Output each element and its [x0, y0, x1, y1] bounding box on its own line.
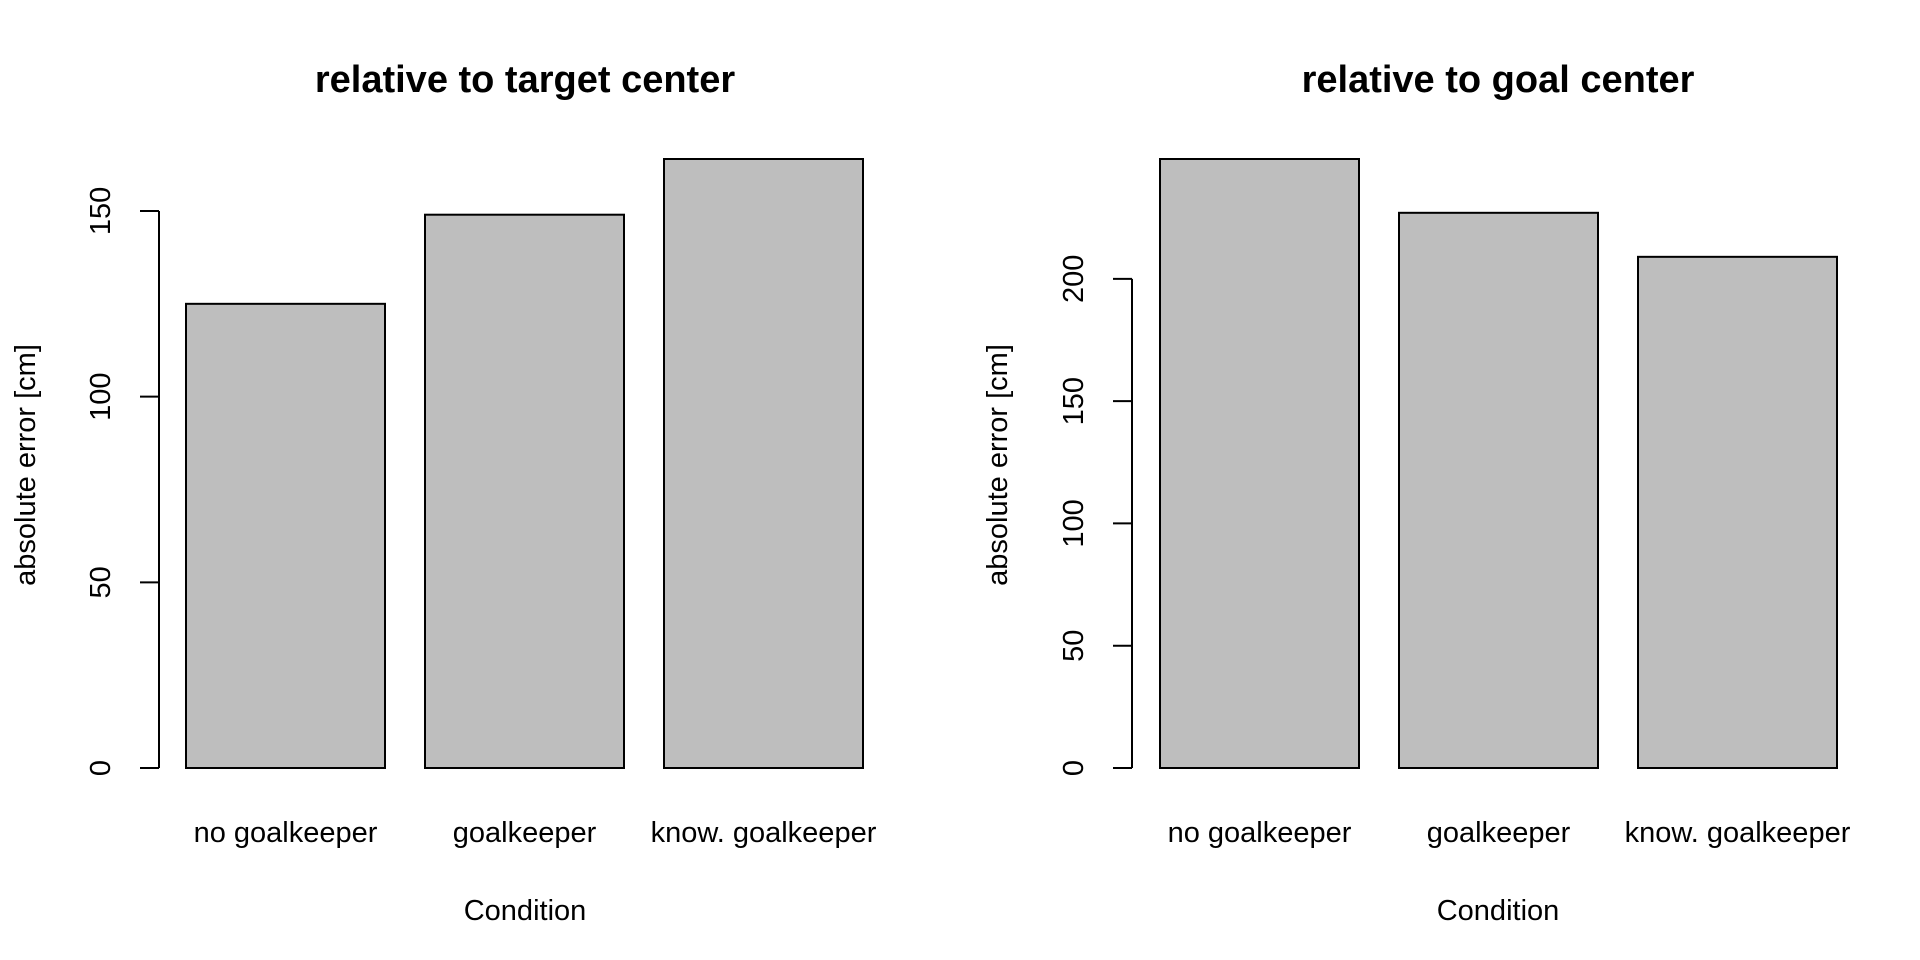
y-axis: 0 50 100 150 200	[1058, 255, 1133, 776]
y-tick-label: 150	[1058, 377, 1090, 425]
x-tick-label: goalkeeper	[1427, 817, 1571, 849]
bar-goalkeeper	[424, 213, 625, 769]
x-tick-label: no goalkeeper	[194, 817, 378, 849]
y-axis: 0 50 100 150	[85, 187, 160, 776]
x-tick-labels: no goalkeeper goalkeeper know. goalkeeper	[194, 817, 877, 849]
x-tick-label: goalkeeper	[453, 817, 597, 849]
y-tick-label: 150	[85, 187, 117, 235]
x-tick-label: know. goalkeeper	[1625, 817, 1851, 849]
bar-know-goalkeeper	[663, 158, 864, 769]
bar-know-goalkeeper	[1637, 255, 1838, 769]
x-axis-label: Condition	[464, 895, 587, 927]
chart-panel-target-center: relative to target center absolute error…	[10, 59, 877, 927]
y-tick-label: 50	[85, 566, 117, 598]
y-axis-label: absolute error [cm]	[10, 344, 42, 586]
x-tick-label: no goalkeeper	[1168, 817, 1352, 849]
x-tick-labels: no goalkeeper goalkeeper know. goalkeeper	[1168, 817, 1851, 849]
chart-panel-goal-center: relative to goal center absolute error […	[982, 59, 1851, 927]
bar-no-goalkeeper	[185, 302, 386, 769]
chart-title: relative to goal center	[1302, 59, 1695, 101]
bar-group	[185, 158, 864, 769]
y-tick-label: 0	[85, 760, 117, 776]
y-tick-label: 100	[1058, 499, 1090, 547]
x-tick-label: know. goalkeeper	[651, 817, 877, 849]
y-tick-label: 50	[1058, 630, 1090, 662]
bar-goalkeeper	[1398, 211, 1599, 769]
y-tick-label: 100	[85, 372, 117, 420]
x-axis-label: Condition	[1437, 895, 1560, 927]
y-tick-label: 0	[1058, 760, 1090, 776]
y-tick-label: 200	[1058, 255, 1090, 303]
y-axis-label: absolute error [cm]	[982, 344, 1014, 586]
bar-group	[1159, 158, 1838, 769]
chart-title: relative to target center	[315, 59, 735, 101]
bar-no-goalkeeper	[1159, 158, 1360, 769]
